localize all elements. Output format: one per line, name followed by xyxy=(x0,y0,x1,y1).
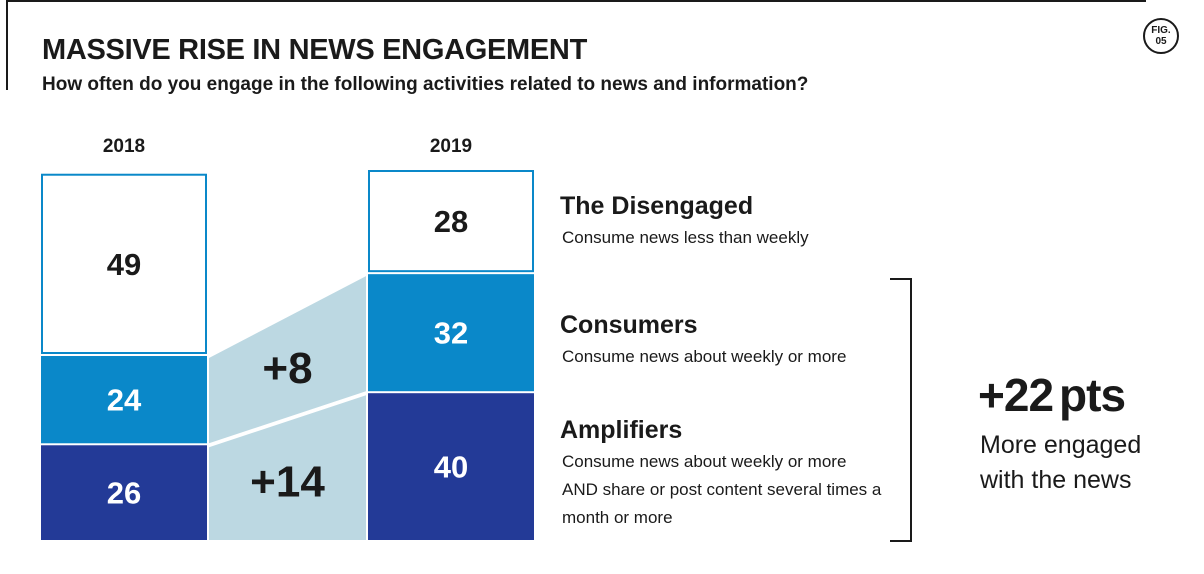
chart-title: MASSIVE RISE IN NEWS ENGAGEMENT xyxy=(42,34,587,66)
value-label-2018-amplifiers: 26 xyxy=(107,476,141,511)
change-label-consumers: +8 xyxy=(262,344,312,393)
summary-gain-unit: pts xyxy=(1059,369,1126,421)
value-label-2019-the-disengaged: 28 xyxy=(434,204,468,239)
value-label-2019-consumers: 32 xyxy=(434,316,468,351)
value-label-2019-amplifiers: 40 xyxy=(434,450,468,485)
value-label-2018-consumers: 24 xyxy=(107,383,142,418)
bar-2018-amplifiers xyxy=(41,445,207,540)
figure-label: FIG. xyxy=(1151,25,1171,36)
legend-title-consumers: Consumers xyxy=(560,311,698,339)
frame-top-line xyxy=(6,0,1146,2)
bar-2019-consumers xyxy=(368,274,534,392)
legend-desc-disengaged: Consume news less than weekly xyxy=(562,228,809,247)
connector-amplifiers xyxy=(209,395,366,540)
summary-label: More engaged with the news xyxy=(980,431,1142,494)
bar-2018-the-disengaged xyxy=(41,173,207,354)
bar-2019-amplifiers xyxy=(368,393,534,540)
chart-subtitle: How often do you engage in the following… xyxy=(42,74,809,95)
change-label-amplifiers: +14 xyxy=(250,458,325,507)
legend-title-amplifiers: Amplifiers xyxy=(560,416,683,444)
figure-badge: FIG. 05 xyxy=(1143,18,1179,54)
summary-gain-value: +22 xyxy=(978,369,1054,421)
engaged-bracket xyxy=(890,278,912,542)
stacked-bar-chart: +14 +8 26 24 49 2018 40 32 28 2019 xyxy=(41,136,534,540)
bar-2019-the-disengaged xyxy=(368,170,534,273)
summary-gain: +22 pts xyxy=(978,368,1126,422)
legend-desc-consumers: Consume news about weekly or more xyxy=(562,347,847,366)
category-label-2018: 2018 xyxy=(103,136,145,157)
frame-left-line xyxy=(6,0,8,90)
category-label-2019: 2019 xyxy=(430,136,472,157)
connector-consumers xyxy=(209,276,366,444)
figure-number: 05 xyxy=(1155,36,1167,47)
bar-2018-consumers xyxy=(41,356,207,444)
value-label-2018-the-disengaged: 49 xyxy=(107,247,141,282)
legend-title-disengaged: The Disengaged xyxy=(560,192,754,220)
legend-desc-amplifiers: Consume news about weekly or more AND sh… xyxy=(562,452,882,527)
